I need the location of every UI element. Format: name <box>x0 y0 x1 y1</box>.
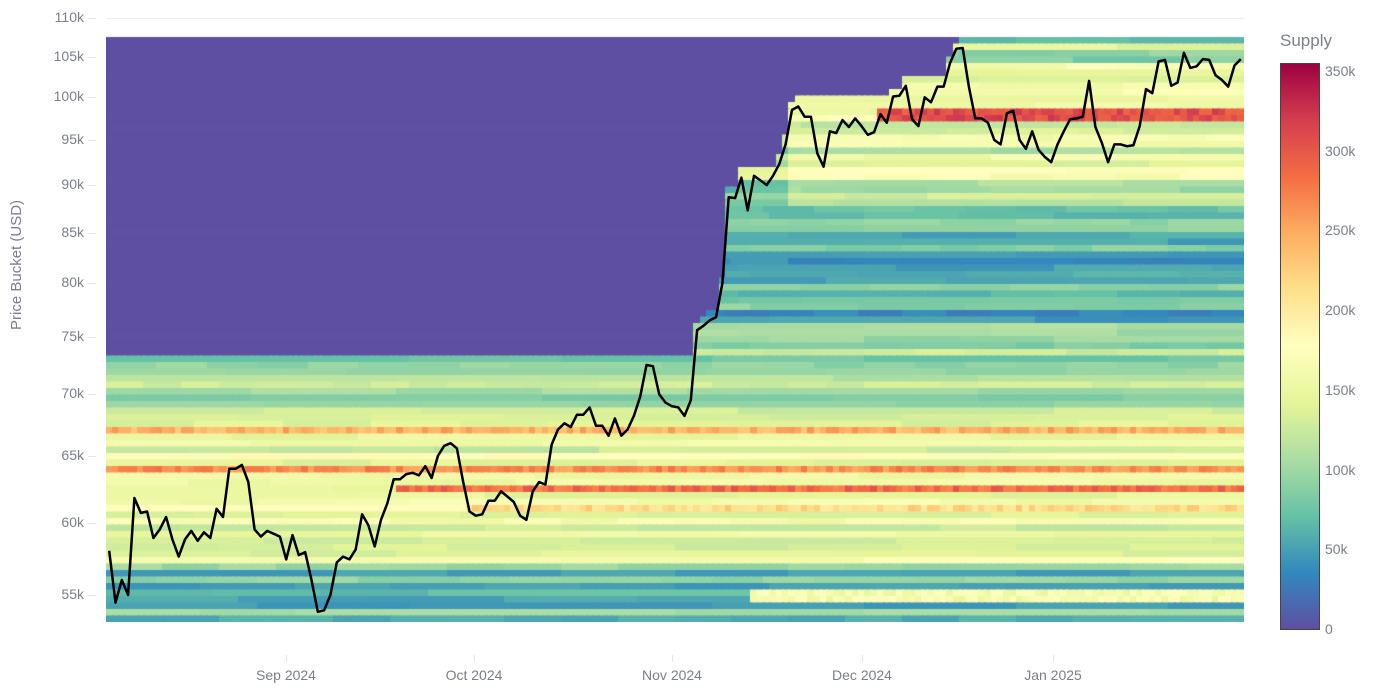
colorbar-tick-label: 50k <box>1325 541 1348 558</box>
y-tick-mark <box>88 394 96 396</box>
y-tick-mark <box>88 18 96 19</box>
x-tick-mark <box>286 655 287 662</box>
y-tick-mark <box>88 522 96 524</box>
x-tick-label: Dec 2024 <box>832 667 892 683</box>
colorbar-tick-label: 100k <box>1325 461 1356 478</box>
colorbar-title: Supply <box>1280 31 1332 50</box>
y-tick-mark <box>88 56 96 58</box>
x-tick-mark <box>672 655 673 662</box>
colorbar-tick-label: 300k <box>1325 142 1356 159</box>
y-tick-mark <box>88 140 96 142</box>
y-tick-label: 85k <box>61 223 84 240</box>
price-line <box>107 46 1242 614</box>
y-tick-label: 55k <box>61 586 84 602</box>
y-tick-mark <box>88 232 96 234</box>
y-tick-mark <box>88 97 96 99</box>
y-tick-label: 75k <box>61 327 84 344</box>
colorbar-tick-label: 200k <box>1325 302 1356 319</box>
y-tick-label: 60k <box>61 513 84 530</box>
btc-price-line <box>107 46 1242 614</box>
x-tick-mark <box>474 655 475 662</box>
x-tick-label: Nov 2024 <box>642 667 702 683</box>
y-tick-label: 105k <box>53 47 84 64</box>
y-tick-label: 80k <box>61 274 84 291</box>
y-tick-label: 110k <box>54 9 84 25</box>
heatmap-plot-area[interactable] <box>106 10 1244 622</box>
y-tick-mark <box>88 455 96 457</box>
x-tick-label: Sep 2024 <box>256 667 316 683</box>
x-tick-label: Jan 2025 <box>1024 667 1082 683</box>
y-tick-label: 100k <box>53 88 84 105</box>
y-tick-mark <box>88 185 96 187</box>
colorbar-tick-label: 150k <box>1325 381 1356 398</box>
y-tick-label: 90k <box>61 176 84 193</box>
y-tick-label: 70k <box>61 385 84 402</box>
x-tick-label: Oct 2024 <box>445 667 503 683</box>
y-tick-mark <box>88 283 96 285</box>
y-tick-label: 95k <box>61 131 84 148</box>
colorbar-tick-label: 0 <box>1325 621 1333 637</box>
y-tick-mark <box>88 595 96 596</box>
y-axis-title: Price Bucket (USD) <box>8 199 25 330</box>
colorbar-tick-label: 250k <box>1325 222 1356 239</box>
colorbar-tick-label: 350k <box>1325 63 1356 79</box>
x-tick-mark <box>862 655 863 662</box>
x-tick-mark <box>1053 655 1054 662</box>
colorbar <box>1280 63 1320 630</box>
y-tick-mark <box>88 336 96 338</box>
y-tick-label: 65k <box>61 446 84 463</box>
